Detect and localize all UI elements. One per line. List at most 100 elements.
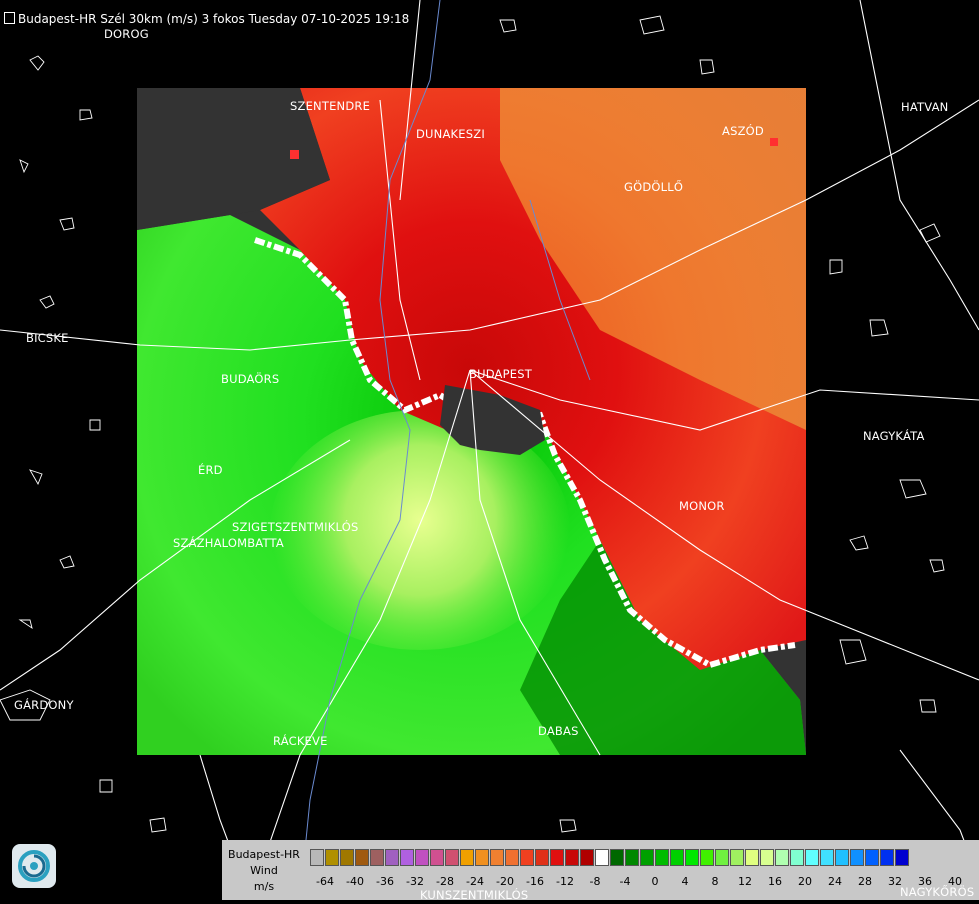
legend-swatch xyxy=(505,849,519,866)
nodata-northwest xyxy=(137,88,330,230)
swirl-logo-icon xyxy=(18,850,50,882)
legend-swatch xyxy=(730,849,744,866)
radar-data xyxy=(137,88,806,755)
legend-swatch xyxy=(490,849,504,866)
legend-tick-label: 28 xyxy=(858,875,872,888)
legend-swatch xyxy=(640,849,654,866)
city-hatvan: HATVAN xyxy=(901,100,949,114)
legend-swatch xyxy=(310,849,324,866)
color-legend: Budapest-HR Wind m/s -64 -40 -36 -32 -28 -24-… xyxy=(222,840,979,900)
legend-tick-label: 24 xyxy=(828,875,842,888)
window-icon xyxy=(4,12,15,24)
city-szigetszentmiklos: SZIGETSZENTMIKLÓS xyxy=(232,520,359,534)
legend-tick-label: -36 xyxy=(376,875,394,888)
nodata-budapest xyxy=(440,385,545,455)
legend-tick-label: -4 xyxy=(619,875,631,888)
legend-swatch xyxy=(325,849,339,866)
legend-tick-label: -64 xyxy=(316,875,334,888)
radar-site-markers xyxy=(290,138,778,159)
city-bicske: BICSKE xyxy=(26,331,69,345)
city-dunakeszi: DUNAKESZI xyxy=(416,127,485,141)
legend-tick-label: 16 xyxy=(768,875,782,888)
legend-swatch xyxy=(625,849,639,866)
city-szazhalombatta: SZÁZHALOMBATTA xyxy=(173,536,284,550)
legend-swatch xyxy=(445,849,459,866)
legend-tick-label: 36 xyxy=(918,875,932,888)
legend-swatch xyxy=(610,849,624,866)
rivers xyxy=(299,0,591,901)
legend-tick-label: -20 xyxy=(496,875,514,888)
legend-tick-label: 12 xyxy=(738,875,752,888)
legend-tick-label: 0 xyxy=(651,875,659,888)
inbound-dark-edge xyxy=(520,540,806,755)
legend-swatch xyxy=(790,849,804,866)
city-dabas: DABAS xyxy=(538,724,579,738)
city-nagykata: NAGYKÁTA xyxy=(863,429,925,443)
legend-swatch xyxy=(880,849,894,866)
legend-tick-label: 40 xyxy=(948,875,962,888)
city-monor: MONOR xyxy=(679,499,725,513)
city-dorog: DOROG xyxy=(104,27,149,41)
legend-swatch xyxy=(595,849,609,866)
legend-tick-label: -16 xyxy=(526,875,544,888)
legend-swatch xyxy=(865,849,879,866)
legend-swatch xyxy=(400,849,414,866)
legend-swatch xyxy=(460,849,474,866)
legend-swatch xyxy=(670,849,684,866)
city-gardony: GÁRDONY xyxy=(14,698,74,712)
legend-tick-label: -32 xyxy=(406,875,424,888)
legend-product: Wind xyxy=(250,864,278,877)
legend-swatch xyxy=(700,849,714,866)
outbound-strong-region xyxy=(500,88,806,430)
legend-tick-label: -24 xyxy=(466,875,484,888)
legend-swatch xyxy=(850,849,864,866)
city-erd: ÉRD xyxy=(198,463,223,477)
legend-swatch xyxy=(385,849,399,866)
city-budapest: BUDAPEST xyxy=(469,367,532,381)
inbound-pale-core xyxy=(270,410,570,650)
legend-swatch xyxy=(775,849,789,866)
legend-tick-label: -8 xyxy=(589,875,601,888)
legend-tick-label: -28 xyxy=(436,875,454,888)
legend-swatch xyxy=(355,849,369,866)
legend-swatch xyxy=(715,849,729,866)
legend-tick-label: 20 xyxy=(798,875,812,888)
legend-swatch xyxy=(565,849,579,866)
legend-swatch xyxy=(685,849,699,866)
legend-swatch xyxy=(415,849,429,866)
legend-swatch xyxy=(895,849,909,866)
legend-unit: m/s xyxy=(253,880,275,893)
legend-swatch xyxy=(340,849,354,866)
city-aszod: ASZÓD xyxy=(722,124,764,138)
city-budaors: BUDAÖRS xyxy=(221,372,280,386)
legend-swatch xyxy=(430,849,444,866)
city-rackeve: RÁCKEVE xyxy=(273,734,328,748)
map-title: Budapest-HR Szél 30km (m/s) 3 fokos Tues… xyxy=(4,12,409,26)
legend-tick-label: 4 xyxy=(681,875,689,888)
legend-swatch xyxy=(535,849,549,866)
legend-swatch xyxy=(745,849,759,866)
settlement-outlines xyxy=(0,15,945,871)
legend-swatch xyxy=(550,849,564,866)
legend-swatch xyxy=(805,849,819,866)
legend-swatch xyxy=(820,849,834,866)
city-szentendre: SZENTENDRE xyxy=(290,99,371,113)
legend-swatch xyxy=(655,849,669,866)
legend-swatch xyxy=(370,849,384,866)
legend-radar-name: Budapest-HR xyxy=(228,848,300,861)
legend-swatch xyxy=(475,849,489,866)
city-kunszentmiklos: KUNSZENTMIKLÓS xyxy=(420,888,529,902)
map-title-text: Budapest-HR Szél 30km (m/s) 3 fokos Tues… xyxy=(18,12,410,26)
legend-swatch xyxy=(760,849,774,866)
city-nagykoros: NAGYKŐRÖS xyxy=(900,885,975,899)
legend-tick-label: -12 xyxy=(556,875,574,888)
legend-swatch xyxy=(520,849,534,866)
legend-tick-label: -40 xyxy=(346,875,364,888)
legend-swatch xyxy=(835,849,849,866)
legend-tick-label: 8 xyxy=(711,875,719,888)
city-godollo: GÖDÖLLŐ xyxy=(624,180,684,194)
legend-swatch xyxy=(580,849,594,866)
